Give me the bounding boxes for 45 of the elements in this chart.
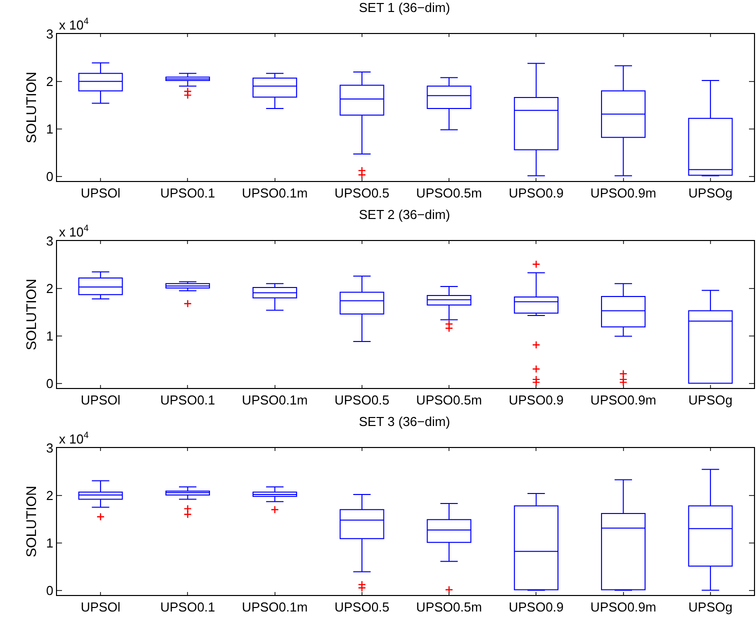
x-tick-label: UPSO0.9m: [590, 600, 656, 615]
x-tick-label: UPSO0.9: [508, 600, 564, 615]
x-tick-label: UPSOg: [688, 186, 732, 201]
y-tick-label: 2: [46, 74, 54, 89]
x-tick-label: UPSO0.5: [334, 186, 390, 201]
x-tick-label: UPSO0.1m: [242, 600, 308, 615]
y-tick-label: 3: [46, 234, 54, 249]
x-tick-label: UPSO0.9: [508, 392, 564, 408]
y-tick-label: 0: [46, 582, 54, 598]
text: x 10$^{4}$: [59, 223, 89, 240]
y-tick-label: 2: [46, 488, 54, 503]
x-tick-label: UPSO0.1: [160, 392, 216, 408]
x-tick-label: UPSO0.5m: [416, 392, 482, 408]
y-axis-title: SOLUTION: [22, 278, 39, 350]
y-tick-label: 3: [46, 440, 54, 456]
x-tick-label: UPSO0.1: [160, 186, 216, 201]
x-tick-label: UPSO0.5m: [416, 186, 482, 201]
x-tick-label: UPSO0.1: [160, 600, 216, 615]
chart-title: SET 1 (36−dim): [358, 0, 450, 16]
y-tick-label: 1: [46, 121, 54, 136]
y-tick-label: 1: [46, 535, 54, 550]
x-tick-label: UPSOl: [80, 392, 121, 408]
y-tick-label: 0: [46, 168, 54, 184]
x-tick-label: UPSOg: [688, 600, 732, 615]
chart-title: SET 3 (36−dim): [358, 414, 450, 430]
x-tick-label: UPSO0.9: [508, 186, 564, 201]
x-tick-label: UPSOl: [80, 186, 121, 201]
text: x 10$^{4}$: [59, 16, 89, 32]
y-tick-label: 2: [46, 280, 54, 296]
x-tick-label: UPSO0.9m: [590, 186, 656, 201]
x-tick-label: UPSO0.5m: [416, 600, 482, 615]
y-axis-title: SOLUTION: [22, 72, 39, 144]
x-tick-label: UPSO0.1m: [242, 186, 308, 201]
x-tick-label: UPSO0.5: [334, 600, 390, 615]
x-tick-label: UPSO0.5: [334, 392, 390, 408]
x-tick-label: UPSO0.1m: [242, 392, 308, 408]
y-tick-label: 0: [46, 376, 54, 391]
y-axis-title: SOLUTION: [22, 486, 39, 558]
chart-title: SET 2 (36−dim): [358, 207, 450, 222]
text: x 10$^{4}$: [59, 430, 89, 446]
x-tick-label: UPSO0.9m: [590, 392, 656, 408]
y-tick-label: 1: [46, 328, 54, 344]
x-tick-label: UPSOg: [688, 392, 732, 408]
x-tick-label: UPSOl: [80, 600, 121, 615]
y-tick-label: 3: [46, 26, 54, 42]
